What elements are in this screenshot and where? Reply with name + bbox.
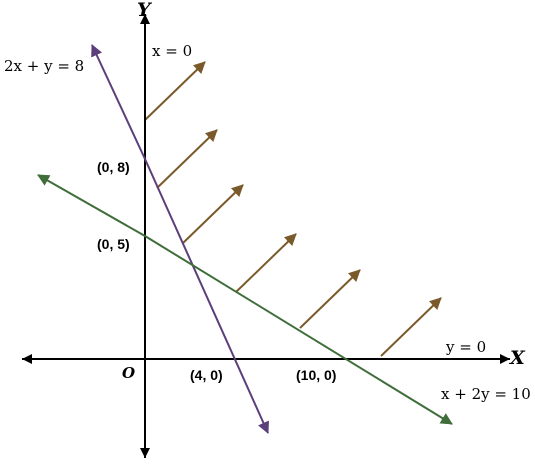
feasible-region-arrows: [144, 61, 442, 357]
region-arrow: [380, 297, 442, 357]
point-0-8-label: (0, 8): [97, 159, 130, 175]
line-x-plus-2y-eq-10-lower: [144, 235, 453, 425]
region-arrow: [156, 129, 218, 189]
region-arrow: [182, 184, 244, 244]
line-2x-plus-y-eq-8-lower: [144, 158, 269, 434]
equation-y-eq-0: y = 0: [445, 338, 486, 356]
origin-label: O: [122, 364, 135, 382]
point-10-0-label: (10, 0): [296, 367, 336, 383]
axes: [22, 14, 510, 458]
line-2x-plus-y-eq-8: [91, 44, 146, 160]
x-axis-label: X: [509, 347, 526, 369]
region-arrow: [144, 61, 206, 121]
point-4-0-label: (4, 0): [190, 367, 223, 383]
point-0-5-label: (0, 5): [97, 236, 130, 252]
equation-2x-plus-y-eq-8: 2x + y = 8: [4, 57, 84, 75]
y-axis-label: Y: [137, 0, 153, 21]
region-arrow: [299, 269, 361, 329]
line-x-plus-2y-eq-10: [37, 174, 146, 237]
equation-x-eq-0: x = 0: [152, 42, 192, 60]
equation-x-plus-2y-eq-10: x + 2y = 10: [441, 385, 531, 403]
region-arrow: [235, 233, 297, 293]
